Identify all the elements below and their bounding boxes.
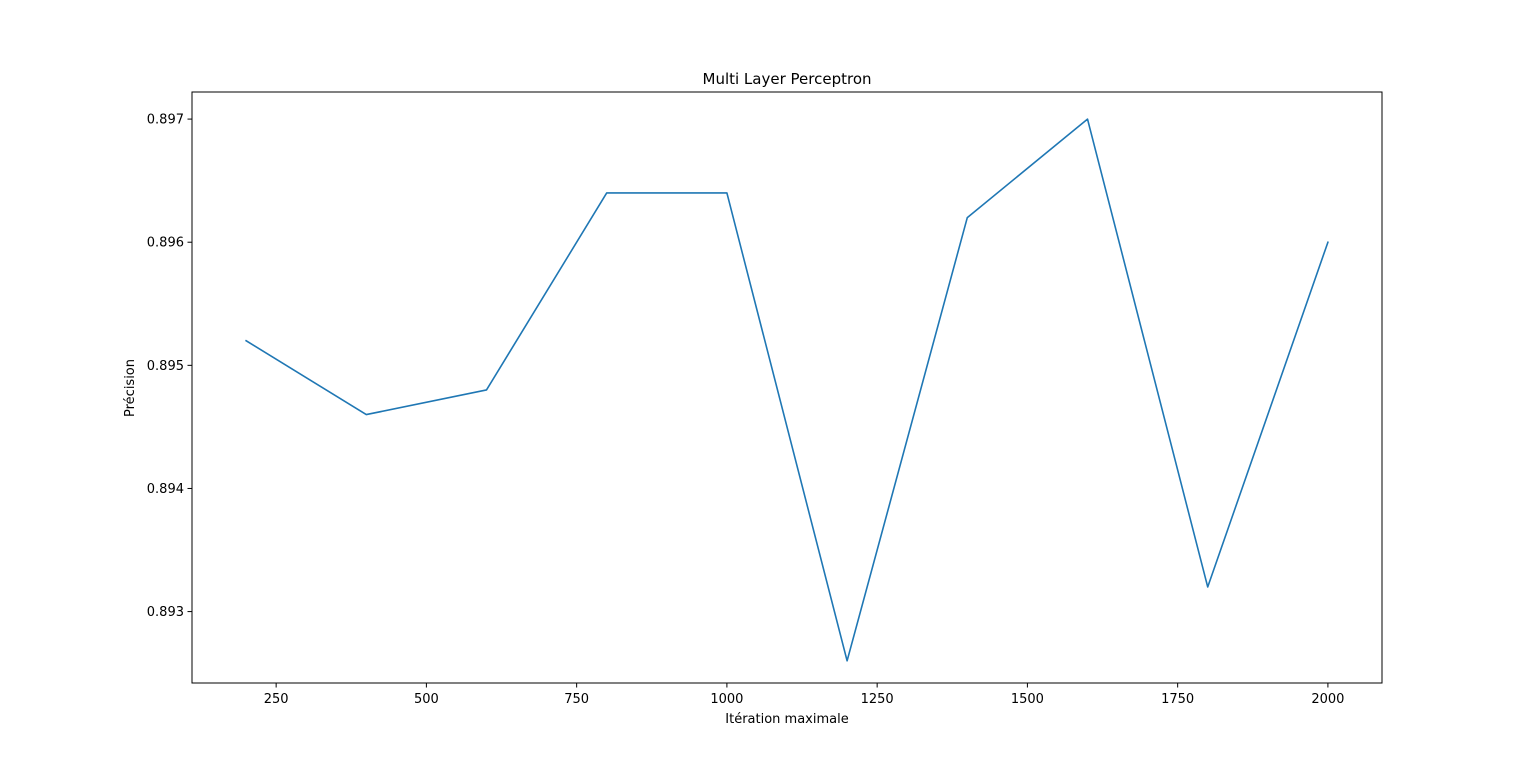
chart-title: Multi Layer Perceptron xyxy=(703,70,872,88)
x-tick-label: 2000 xyxy=(1311,692,1344,707)
x-tick-label: 1000 xyxy=(710,692,743,707)
data-point xyxy=(1207,586,1208,587)
data-point xyxy=(1327,242,1328,243)
data-point xyxy=(245,340,246,341)
data-point xyxy=(1087,118,1088,119)
x-tick-label: 750 xyxy=(564,692,589,707)
x-tick-label: 500 xyxy=(414,692,439,707)
x-axis-ticks: 250 500 750 1000 1250 1500 1750 2000 xyxy=(264,683,1344,707)
y-tick-label: 0.897 xyxy=(147,113,184,128)
data-point xyxy=(486,389,487,390)
y-tick-label: 0.895 xyxy=(147,359,184,374)
data-point xyxy=(967,217,968,218)
x-tick-label: 1750 xyxy=(1161,692,1194,707)
x-tick-label: 1250 xyxy=(861,692,894,707)
y-tick-label: 0.894 xyxy=(147,482,184,497)
y-axis-label: Précision xyxy=(123,359,138,417)
data-point xyxy=(847,660,848,661)
series-layer xyxy=(244,118,1329,662)
x-tick-label: 1500 xyxy=(1011,692,1044,707)
y-tick-label: 0.896 xyxy=(147,236,184,251)
x-tick-label: 250 xyxy=(264,692,289,707)
plot-frame xyxy=(191,91,1383,684)
y-tick-label: 0.893 xyxy=(147,605,184,620)
series-line xyxy=(244,118,1329,662)
y-axis-ticks: 0.893 0.894 0.895 0.896 0.897 xyxy=(147,113,192,620)
data-point xyxy=(606,192,607,193)
x-axis-label: Itération maximale xyxy=(725,712,848,727)
data-point xyxy=(366,414,367,415)
data-point xyxy=(726,192,727,193)
